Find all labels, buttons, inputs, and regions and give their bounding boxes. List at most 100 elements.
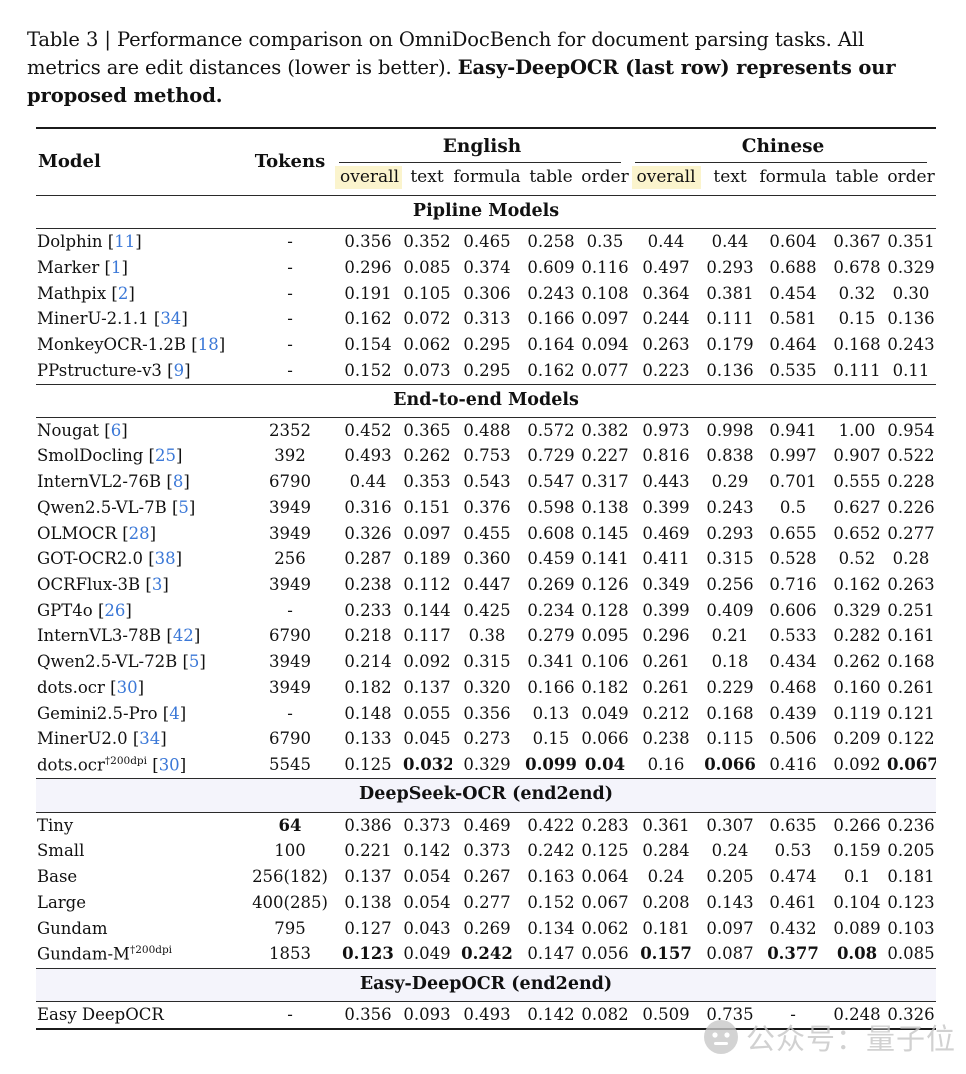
metric-cell: 0.242 bbox=[461, 944, 513, 964]
metric-cell: 0.126 bbox=[581, 575, 629, 595]
citation-link[interactable]: 30 bbox=[116, 677, 138, 697]
citation-link[interactable]: 11 bbox=[114, 232, 136, 252]
metric-cell: 0.535 bbox=[769, 360, 817, 380]
citation-link[interactable]: 28 bbox=[128, 523, 150, 543]
tokens-cell: - bbox=[287, 703, 293, 723]
metric-cell: 0.293 bbox=[706, 523, 754, 543]
metric-cell: 0.581 bbox=[769, 309, 817, 329]
model-name: Marker [1] bbox=[37, 257, 128, 277]
metric-cell: 0.838 bbox=[706, 446, 754, 466]
metric-cell: 0.104 bbox=[833, 892, 881, 912]
metric-cell: 0.356 bbox=[344, 1004, 392, 1024]
tokens-cell: 3949 bbox=[269, 523, 311, 543]
metric-cell: 0.753 bbox=[463, 446, 511, 466]
table-row: Easy DeepOCR - 0.356 0.093 0.493 0.142 0.082 0.… bbox=[36, 1001, 936, 1028]
metric-cell: 0.11 bbox=[892, 360, 930, 380]
metric-cell: 0.29 bbox=[711, 472, 749, 492]
metric-cell: 0.164 bbox=[527, 334, 575, 354]
metric-cell: 0.221 bbox=[344, 841, 392, 861]
metric-cell: 0.238 bbox=[642, 729, 690, 749]
metric-cell: 0.598 bbox=[527, 497, 575, 517]
metric-cell: 0.262 bbox=[833, 652, 881, 672]
citation-link[interactable]: 34 bbox=[139, 729, 161, 749]
metric-cell: 0.315 bbox=[706, 549, 754, 569]
citation-link[interactable]: 9 bbox=[173, 360, 185, 380]
metric-cell: 0.258 bbox=[527, 232, 575, 252]
citation-link[interactable]: 38 bbox=[154, 549, 176, 569]
table-row: Large 400(285) 0.138 0.054 0.277 0.152 0.067 0.… bbox=[36, 890, 936, 916]
metric-cell: 0.082 bbox=[581, 1004, 629, 1024]
metric-cell: 0.381 bbox=[706, 283, 754, 303]
table-row: OLMOCR [28] 3949 0.326 0.097 0.455 0.608 0.145… bbox=[36, 521, 936, 547]
overall-highlight: overall bbox=[631, 166, 701, 190]
metric-cell: 0.168 bbox=[887, 652, 935, 672]
citation-link[interactable]: 34 bbox=[160, 309, 182, 329]
citation-link[interactable]: 4 bbox=[169, 703, 180, 723]
tokens-cell: 392 bbox=[274, 446, 306, 466]
model-superscript: †200dpi bbox=[104, 755, 147, 768]
metric-cell: 0.506 bbox=[769, 729, 817, 749]
metric-cell: 0.432 bbox=[769, 918, 817, 938]
metric-cell: 0.161 bbox=[887, 626, 935, 646]
metric-cell: 0.627 bbox=[833, 497, 881, 517]
metric-cell: 0.233 bbox=[344, 600, 392, 620]
metric-cell: 0.528 bbox=[769, 549, 817, 569]
metric-cell: 0.399 bbox=[642, 497, 690, 517]
citation-link[interactable]: 18 bbox=[197, 334, 219, 354]
metric-cell: 0.112 bbox=[403, 575, 451, 595]
metric-cell: 0.117 bbox=[403, 626, 451, 646]
metric-cell: 0.089 bbox=[833, 918, 881, 938]
metric-cell: 0.493 bbox=[463, 1004, 511, 1024]
citation-link[interactable]: 30 bbox=[158, 755, 180, 775]
metric-cell: 0.306 bbox=[463, 283, 511, 303]
metric-cell: 0.38 bbox=[468, 626, 506, 646]
metric-cell: 0.085 bbox=[887, 944, 935, 964]
tokens-cell: - bbox=[287, 257, 293, 277]
citation-link[interactable]: 2 bbox=[117, 283, 129, 303]
citation-link[interactable]: 26 bbox=[104, 600, 126, 620]
metric-cell: 0.352 bbox=[403, 232, 451, 252]
metric-cell: 0.488 bbox=[463, 420, 511, 440]
metric-cell: 0.376 bbox=[463, 497, 511, 517]
citation-link[interactable]: 8 bbox=[172, 472, 184, 492]
citation-link[interactable]: 3 bbox=[151, 575, 163, 595]
metric-cell: 0.189 bbox=[403, 549, 451, 569]
col-header-chinese-order: order bbox=[886, 163, 937, 196]
tokens-cell: 256 bbox=[274, 549, 306, 569]
model-name: OCRFlux-3B [3] bbox=[37, 575, 169, 595]
metric-cell: 0.085 bbox=[403, 257, 451, 277]
metric-cell: 0.5 bbox=[779, 497, 807, 517]
citation-link[interactable]: 1 bbox=[110, 257, 122, 277]
metric-cell: 0.111 bbox=[706, 309, 754, 329]
metric-cell: - bbox=[790, 1004, 796, 1024]
caption-bold-text: Easy-DeepOCR (last row) represents our p… bbox=[27, 55, 896, 107]
citation-link[interactable]: 6 bbox=[110, 420, 122, 440]
metric-cell: 0.422 bbox=[527, 815, 575, 835]
citation-link[interactable]: 5 bbox=[178, 497, 189, 517]
metric-cell: 0.15 bbox=[838, 309, 876, 329]
tokens-cell: - bbox=[287, 600, 293, 620]
citation-link[interactable]: 5 bbox=[188, 652, 200, 672]
metric-cell: 0.066 bbox=[704, 755, 756, 775]
results-table: Model Tokens English Chinese overall tex… bbox=[36, 126, 937, 1030]
col-header-model: Model bbox=[38, 150, 101, 172]
citation-link[interactable]: 42 bbox=[172, 626, 194, 646]
metric-cell: 0.182 bbox=[344, 677, 392, 697]
metric-cell: 0.382 bbox=[581, 420, 629, 440]
metric-cell: 0.133 bbox=[344, 729, 392, 749]
tokens-cell: 100 bbox=[274, 841, 306, 861]
metric-cell: 0.145 bbox=[581, 523, 629, 543]
metric-cell: 0.315 bbox=[463, 652, 511, 672]
tokens-cell: 400(285) bbox=[252, 892, 328, 912]
metric-cell: 0.349 bbox=[642, 575, 690, 595]
col-header-english-overall: overall bbox=[334, 163, 402, 196]
metric-cell: 0.261 bbox=[642, 677, 690, 697]
metric-cell: 0.341 bbox=[527, 652, 575, 672]
citation-link[interactable]: 25 bbox=[155, 446, 176, 466]
metric-cell: 0.283 bbox=[581, 815, 629, 835]
metric-cell: 0.157 bbox=[640, 944, 692, 964]
table-row: SmolDocling [25] 392 0.493 0.262 0.753 0.729 0… bbox=[36, 444, 936, 470]
metric-cell: 0.269 bbox=[527, 575, 575, 595]
metric-cell: 0.152 bbox=[344, 360, 392, 380]
metric-cell: 0.077 bbox=[581, 360, 629, 380]
